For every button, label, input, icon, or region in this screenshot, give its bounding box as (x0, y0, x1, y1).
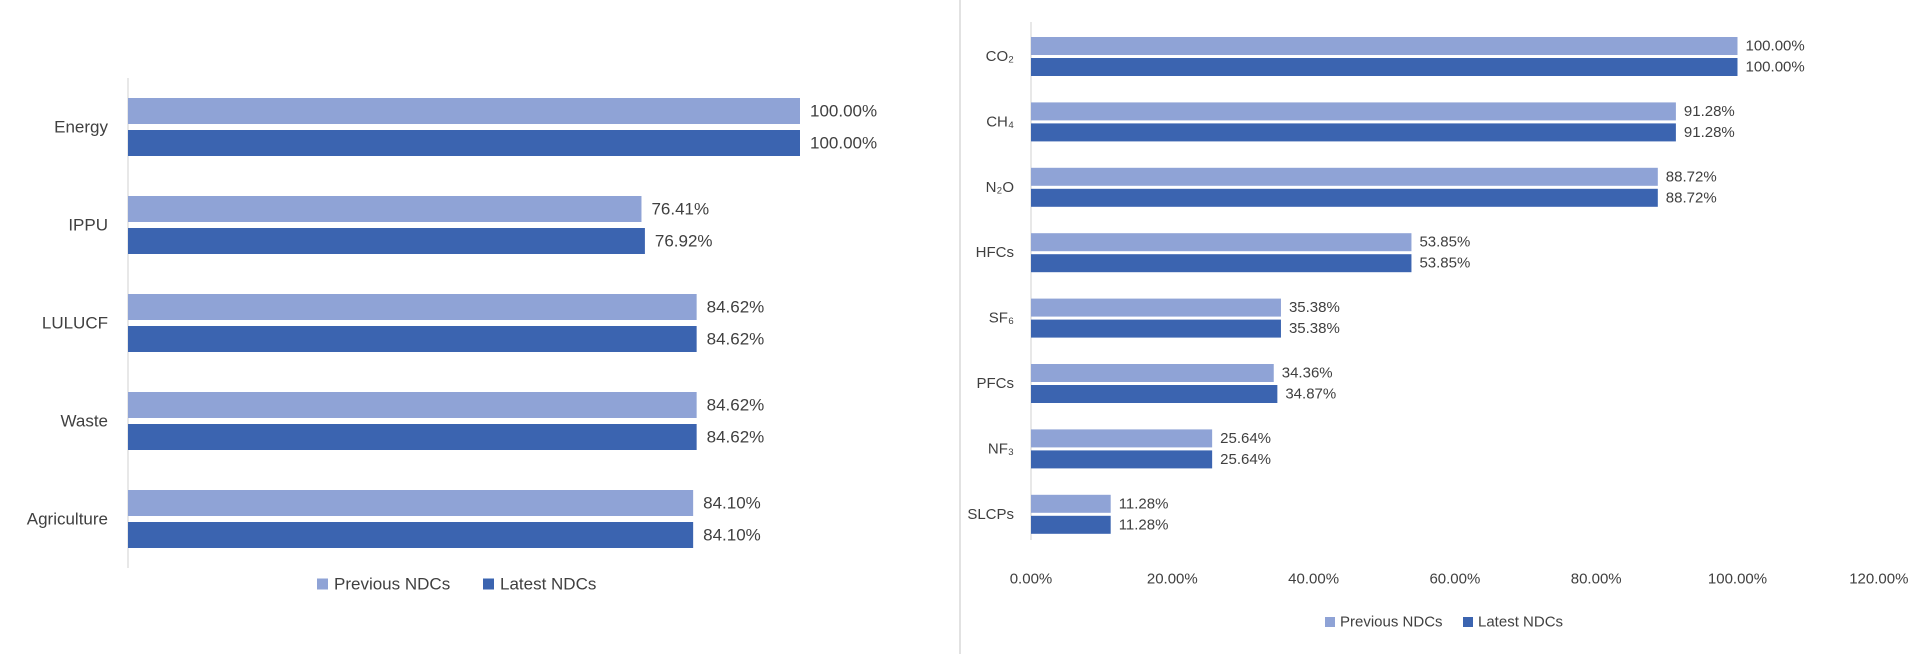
bar-latest-ndcs-n2o (1031, 188, 1658, 207)
bar-latest-ndcs-ch4 (1031, 123, 1676, 142)
data-label-latest-ndcs-waste: 84.62% (707, 428, 765, 447)
bar-previous-ndcs-sf6 (1031, 298, 1281, 317)
legend-label-previous-ndcs: Previous NDCs (334, 575, 450, 594)
bar-previous-ndcs-pfcs (1031, 364, 1274, 382)
category-label-sf6: SF₆ (989, 310, 1014, 327)
category-label-slcps: SLCPs (967, 506, 1014, 523)
bar-latest-ndcs-co2 (1031, 58, 1738, 76)
bar-previous-ndcs-n2o (1031, 167, 1658, 186)
bar-latest-ndcs-energy (128, 130, 800, 156)
x-tick-label: 60.00% (1429, 571, 1480, 588)
data-label-latest-ndcs-n2o: 88.72% (1666, 189, 1717, 206)
chart-gas-coverage: CO₂ 100.00% 100.00% CH₄ 91.28% 91.28% N₂O 88.72… (967, 22, 1908, 631)
category-label-pfcs: PFCs (977, 375, 1015, 392)
x-tick-label: 80.00% (1571, 571, 1622, 588)
data-label-latest-ndcs-lulucf: 84.62% (707, 330, 765, 349)
bar-latest-ndcs-hfcs (1031, 254, 1412, 273)
data-label-latest-ndcs-hfcs: 53.85% (1419, 255, 1470, 272)
category-label-nf3: NF₃ (988, 440, 1014, 457)
legend-swatch-previous-ndcs (317, 578, 328, 590)
x-tick-label: 100.00% (1708, 571, 1767, 588)
bar-latest-ndcs-agriculture (128, 522, 694, 548)
data-label-previous-ndcs-ch4: 91.28% (1684, 103, 1735, 120)
data-label-previous-ndcs-agriculture: 84.10% (703, 494, 761, 513)
data-label-latest-ndcs-slcps: 11.28% (1119, 516, 1169, 533)
data-label-latest-ndcs-nf3: 25.64% (1220, 451, 1271, 468)
data-label-previous-ndcs-n2o: 88.72% (1666, 168, 1717, 185)
data-label-previous-ndcs-pfcs: 34.36% (1282, 365, 1333, 382)
bar-previous-ndcs-ch4 (1031, 102, 1676, 121)
bar-latest-ndcs-nf3 (1031, 450, 1213, 469)
data-label-previous-ndcs-nf3: 25.64% (1220, 430, 1271, 447)
bar-previous-ndcs-co2 (1031, 37, 1738, 55)
legend-label-latest-ndcs: Latest NDCs (500, 575, 596, 594)
x-tick-label: 20.00% (1147, 571, 1198, 588)
bar-latest-ndcs-pfcs (1031, 385, 1278, 403)
category-label-n2o: N₂O (986, 179, 1014, 196)
data-label-latest-ndcs-agriculture: 84.10% (703, 526, 761, 545)
category-label-waste: Waste (60, 412, 108, 431)
data-label-previous-ndcs-ippu: 76.41% (651, 200, 709, 219)
data-label-previous-ndcs-lulucf: 84.62% (707, 298, 765, 317)
data-label-latest-ndcs-energy: 100.00% (810, 134, 877, 153)
bar-previous-ndcs-nf3 (1031, 429, 1213, 448)
bar-latest-ndcs-lulucf (128, 326, 697, 352)
legend-swatch-latest-ndcs (1463, 617, 1473, 627)
legend-label-latest-ndcs: Latest NDCs (1478, 614, 1563, 631)
bar-previous-ndcs-agriculture (128, 490, 694, 516)
chart-sector-coverage: Energy 100.00% 100.00% IPPU 76.41% 76.92% LULU… (27, 78, 877, 594)
category-label-ippu: IPPU (68, 216, 108, 235)
data-label-previous-ndcs-energy: 100.00% (810, 102, 877, 121)
category-label-agriculture: Agriculture (27, 510, 108, 529)
data-label-latest-ndcs-ch4: 91.28% (1684, 124, 1735, 141)
data-label-latest-ndcs-sf6: 35.38% (1289, 320, 1340, 337)
x-tick-label: 40.00% (1288, 571, 1339, 588)
bar-previous-ndcs-ippu (128, 196, 642, 222)
legend-swatch-latest-ndcs (483, 578, 494, 590)
bar-latest-ndcs-waste (128, 424, 697, 450)
data-label-latest-ndcs-pfcs: 34.87% (1285, 386, 1336, 403)
bar-latest-ndcs-sf6 (1031, 319, 1281, 338)
bar-latest-ndcs-slcps (1031, 515, 1111, 534)
category-label-co2: CO₂ (986, 48, 1015, 65)
bar-previous-ndcs-lulucf (128, 294, 697, 320)
legend-label-previous-ndcs: Previous NDCs (1340, 614, 1443, 631)
data-label-latest-ndcs-ippu: 76.92% (655, 232, 713, 251)
category-label-ch4: CH₄ (986, 113, 1014, 130)
data-label-previous-ndcs-sf6: 35.38% (1289, 299, 1340, 316)
data-label-previous-ndcs-hfcs: 53.85% (1419, 234, 1470, 251)
data-label-previous-ndcs-co2: 100.00% (1746, 38, 1805, 55)
x-tick-label: 120.00% (1849, 571, 1908, 588)
category-label-lulucf: LULUCF (42, 314, 108, 333)
bar-previous-ndcs-waste (128, 392, 697, 418)
data-label-previous-ndcs-waste: 84.62% (707, 396, 765, 415)
bar-previous-ndcs-slcps (1031, 494, 1111, 513)
data-label-previous-ndcs-slcps: 11.28% (1119, 495, 1169, 512)
bar-previous-ndcs-hfcs (1031, 233, 1412, 252)
category-label-energy: Energy (54, 118, 108, 137)
x-tick-label: 0.00% (1010, 571, 1053, 588)
category-label-hfcs: HFCs (976, 244, 1014, 261)
bar-previous-ndcs-energy (128, 98, 800, 124)
data-label-latest-ndcs-co2: 100.00% (1746, 59, 1805, 76)
bar-latest-ndcs-ippu (128, 228, 645, 254)
legend-swatch-previous-ndcs (1325, 617, 1335, 627)
